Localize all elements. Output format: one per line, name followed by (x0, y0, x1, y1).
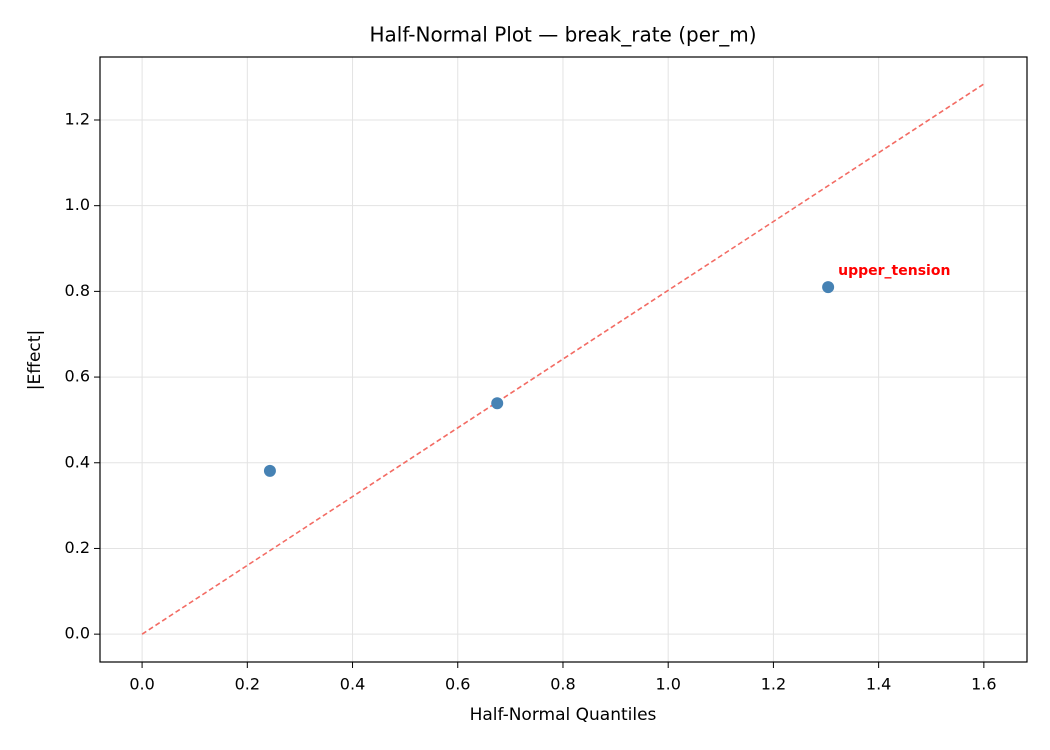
y-tick-label: 0.8 (65, 281, 90, 300)
y-axis-label: |Effect| (25, 330, 45, 390)
data-point (822, 281, 835, 294)
chart-title: Half-Normal Plot — break_rate (per_m) (369, 23, 756, 47)
grid (100, 57, 1027, 662)
y-tick-label: 1.2 (65, 109, 90, 128)
y-tick-label: 1.0 (65, 195, 90, 214)
x-tick-label: 0.2 (235, 675, 260, 694)
data-point (491, 397, 504, 410)
x-tick-label: 0.6 (445, 675, 470, 694)
x-tick-label: 0.0 (129, 675, 154, 694)
y-tick-label: 0.6 (65, 367, 90, 386)
x-tick-label: 1.2 (761, 675, 786, 694)
x-axis-label: Half-Normal Quantiles (470, 705, 657, 725)
y-tick-label: 0.2 (65, 538, 90, 557)
data-point (263, 464, 276, 477)
plot-frame (99, 56, 1028, 663)
x-tick-label: 1.4 (866, 675, 891, 694)
x-tick-label: 1.0 (655, 675, 680, 694)
y-tick-label: 0.4 (65, 452, 90, 471)
x-tick-label: 0.8 (550, 675, 575, 694)
x-tick-label: 1.6 (971, 675, 996, 694)
y-tick-label: 0.0 (65, 624, 90, 643)
point-label: upper_tension (838, 263, 950, 279)
x-tick-label: 0.4 (340, 675, 365, 694)
